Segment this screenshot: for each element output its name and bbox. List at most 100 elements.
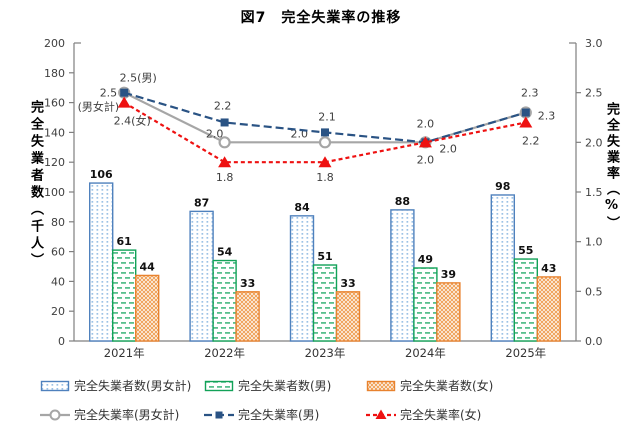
marker-circle-icon: [318, 136, 332, 149]
point-value-label: 2.1: [318, 110, 336, 123]
point-value-label: 2.3: [521, 87, 539, 100]
bar: [189, 210, 214, 342]
right-axis-tick-label: 1.0: [585, 236, 603, 249]
bar: [390, 209, 415, 342]
legend-item-unemployment-rate-male: 完全失業率(男): [204, 406, 319, 423]
bar-value-label: 84: [294, 201, 310, 214]
legend-label: 完全失業者数(男): [238, 379, 332, 393]
legend-label: 完全失業率(男): [238, 408, 320, 422]
legend-item-unemployment-rate-female: 完全失業率(女): [366, 406, 481, 423]
point-value-label: 2.2: [522, 134, 540, 147]
left-axis-tick-label: 120: [44, 156, 65, 169]
legend-label: 完全失業率(女): [400, 408, 482, 422]
legend-item-unemployed-count-male: 完全失業者数(男): [204, 377, 331, 394]
legend-marker-icon: [375, 409, 387, 419]
left-axis-tick-label: 60: [51, 246, 65, 259]
right-axis-tick-label: 2.0: [585, 136, 603, 149]
bar-value-label: 106: [90, 168, 113, 181]
legend-item-unemployed-count-female: 完全失業者数(女): [366, 377, 493, 394]
marker-circle-icon: [218, 136, 231, 149]
bar: [513, 258, 538, 342]
bar: [111, 249, 137, 342]
point-value-label: 2.4(女): [114, 114, 151, 128]
legend-swatch-bar-female-icon: [366, 379, 396, 393]
bar-value-label: 98: [495, 180, 510, 193]
bar-value-label: 88: [395, 195, 410, 208]
point-value-label: 2.2: [214, 99, 232, 112]
bar-value-label: 51: [317, 250, 332, 263]
bar-value-label: 49: [418, 253, 433, 266]
legend-label: 完全失業者数(女): [400, 379, 494, 393]
bar: [88, 182, 114, 342]
legend-swatch-line-female-icon: [366, 408, 396, 422]
legend-swatch-line-total-icon: [40, 408, 70, 422]
point-value-label: 2.5(男): [120, 72, 157, 85]
legend-swatch-bar-total-icon: [40, 379, 70, 393]
right-axis-tick-label: 1.5: [585, 186, 603, 199]
chart-title: 図7 完全失業率の推移: [240, 10, 402, 26]
legend-item-unemployed-count-total: 完全失業者数(男女計): [40, 377, 191, 394]
point-value-label: 1.8: [316, 171, 334, 184]
point-value-label: 2.3: [538, 110, 556, 123]
marker-square-icon: [521, 108, 530, 117]
bar-value-label: 33: [340, 277, 355, 290]
left-axis-tick-label: 40: [51, 275, 65, 288]
bar-value-label: 61: [117, 235, 132, 248]
right-axis-tick-label: 0.0: [585, 335, 603, 348]
x-axis-category-label: 2022年: [204, 346, 245, 360]
x-axis-category-label: 2023年: [305, 346, 346, 360]
left-axis-tick-label: 20: [51, 305, 65, 318]
bar: [212, 259, 237, 342]
bar: [235, 291, 260, 342]
line-series-1: 2.5(男) 2.2 2.1 2.0 2.3: [120, 72, 539, 147]
point-annotation-label: (男女計): [78, 100, 120, 114]
marker-square-icon: [321, 128, 329, 137]
marker-triangle-icon: [318, 156, 332, 168]
left-axis-title: 完全失業者数（千人）: [28, 100, 43, 270]
x-axis-category-label: 2021年: [104, 346, 145, 360]
bar-value-label: 33: [240, 277, 255, 290]
bar-value-label: 87: [194, 196, 209, 209]
marker-triangle-icon: [117, 96, 131, 108]
left-axis-tick-label: 80: [51, 216, 65, 229]
marker-square-icon: [120, 88, 129, 97]
marker-triangle-icon: [519, 116, 533, 128]
bar: [335, 291, 361, 342]
bar-value-label: 44: [140, 260, 156, 273]
bar: [490, 194, 515, 342]
legend-swatch-bar-male-icon: [204, 379, 234, 393]
line-series-2: 2.4(女) 1.8 1.8 2.0 2.2: [114, 96, 540, 184]
x-axis-category-label: 2025年: [505, 346, 546, 360]
point-value-label: 1.8: [216, 171, 234, 184]
point-value-label: 2.0: [417, 117, 435, 130]
bar-value-label: 43: [541, 262, 556, 275]
left-axis-tick-label: 180: [44, 67, 65, 80]
left-axis-tick-label: 100: [44, 186, 65, 199]
point-value-label: 2.0: [206, 127, 224, 140]
bar-value-label: 54: [217, 246, 233, 259]
right-axis-tick-label: 2.5: [585, 87, 603, 100]
marker-triangle-icon: [418, 136, 432, 148]
legend-item-unemployment-rate-total: 完全失業率(男女計): [40, 406, 179, 423]
bar-value-label: 39: [441, 268, 456, 281]
legend-label: 完全失業者数(男女計): [74, 379, 192, 393]
bar: [413, 267, 438, 342]
left-axis-tick-label: 160: [44, 97, 65, 110]
left-axis-tick-label: 140: [44, 126, 65, 139]
bar-series-2: 44 33 33 39 43: [134, 260, 561, 342]
tick-labels: 0 20 40 60 80 100 120 140 160 180 200 0.0 0.5 1.0 1.5 2…: [44, 37, 603, 360]
left-axis-tick-label: 200: [44, 37, 65, 50]
right-axis-tick-label: 0.5: [585, 285, 603, 298]
bar: [134, 274, 160, 342]
legend-marker-icon: [215, 411, 223, 418]
bar: [312, 264, 338, 342]
point-value-label: 2.0: [439, 142, 457, 155]
left-axis-tick-label: 0: [58, 335, 65, 348]
right-axis-tick-label: 3.0: [585, 37, 603, 50]
legend-swatch-line-male-icon: [204, 408, 234, 422]
bar-value-label: 55: [518, 244, 533, 257]
bar: [289, 215, 315, 342]
marker-square-icon: [220, 118, 229, 127]
